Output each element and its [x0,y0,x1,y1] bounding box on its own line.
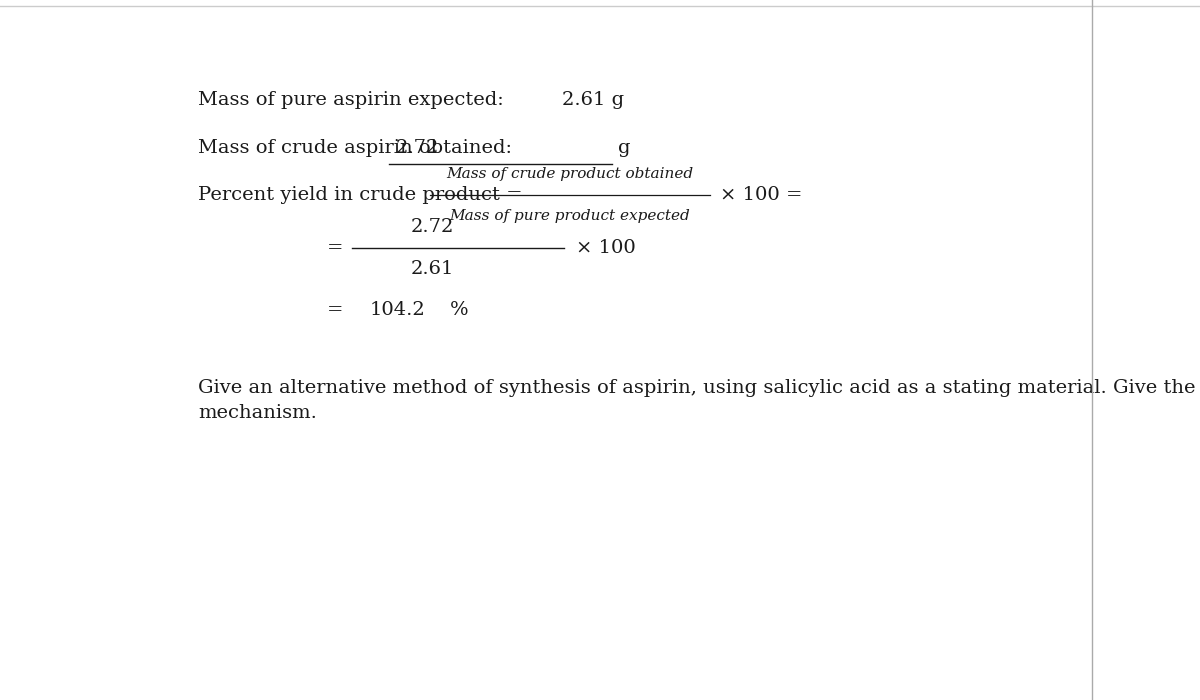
Text: 2.72: 2.72 [396,139,439,157]
Text: × 100: × 100 [576,239,636,257]
Text: =: = [326,239,343,257]
Text: =: = [326,301,343,319]
Text: 2.61 g: 2.61 g [562,91,624,109]
Text: 104.2: 104.2 [370,301,425,319]
Text: Percent yield in crude product =: Percent yield in crude product = [198,186,523,204]
Text: × 100 =: × 100 = [720,186,803,204]
Text: Mass of crude product obtained: Mass of crude product obtained [446,167,694,181]
Text: Give an alternative method of synthesis of aspirin, using salicylic acid as a st: Give an alternative method of synthesis … [198,379,1195,397]
Text: Mass of crude aspirin obtained:: Mass of crude aspirin obtained: [198,139,512,157]
Text: Mass of pure aspirin expected:: Mass of pure aspirin expected: [198,91,504,109]
Text: Mass of pure product expected: Mass of pure product expected [450,209,690,223]
Text: 2.61: 2.61 [410,260,454,278]
Text: g: g [618,139,630,157]
Text: mechanism.: mechanism. [198,404,317,422]
Text: 2.72: 2.72 [410,218,454,236]
Text: %: % [450,301,469,319]
